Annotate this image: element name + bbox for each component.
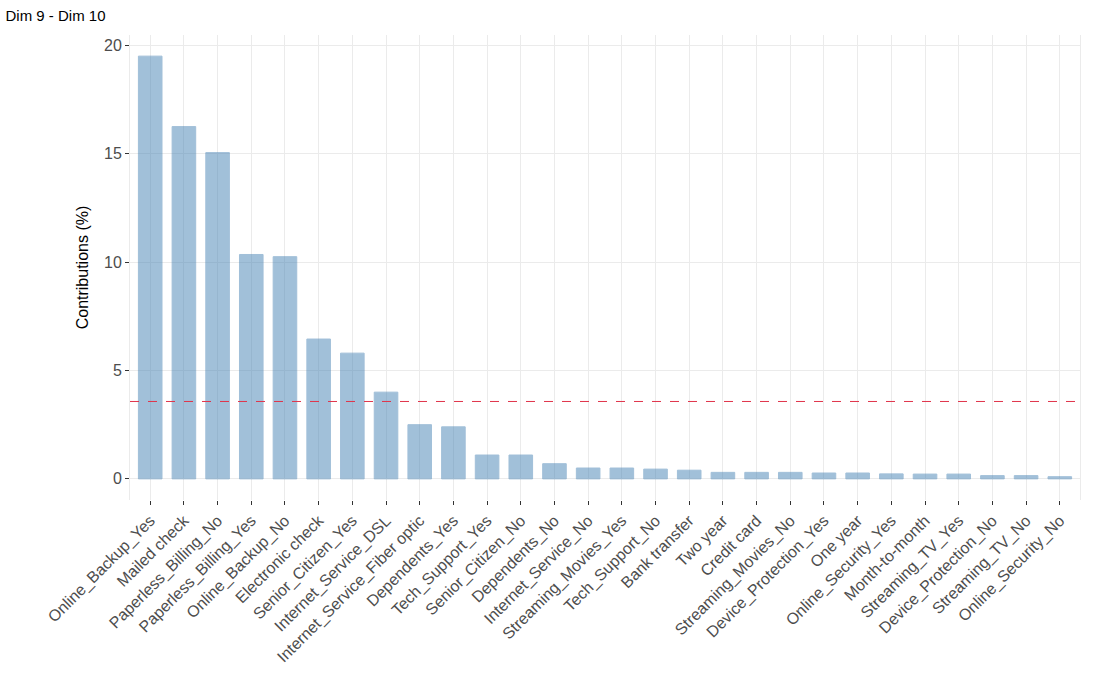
svg-text:Streaming_Movies_Yes: Streaming_Movies_Yes (499, 512, 630, 643)
svg-text:Streaming_TV_No: Streaming_TV_No (929, 512, 1035, 618)
svg-text:Tech_Support_Yes: Tech_Support_Yes (388, 512, 495, 619)
svg-text:Senior_Citizen_No: Senior_Citizen_No (422, 512, 529, 619)
svg-text:Internet_Service_DSL: Internet_Service_DSL (271, 512, 394, 635)
svg-text:Dim 9 - Dim 10: Dim 9 - Dim 10 (6, 7, 106, 24)
svg-text:Device_Protection_Yes: Device_Protection_Yes (703, 512, 832, 641)
svg-text:Paperless_Billing_Yes: Paperless_Billing_Yes (136, 512, 260, 636)
svg-text:One year: One year (807, 511, 866, 570)
svg-text:15: 15 (104, 145, 122, 162)
svg-text:20: 20 (104, 37, 122, 54)
svg-text:Online_Security_No: Online_Security_No (955, 512, 1068, 625)
svg-text:Streaming_Movies_No: Streaming_Movies_No (672, 512, 799, 639)
svg-text:Device_Protection_No: Device_Protection_No (876, 512, 1001, 637)
svg-text:Mailed check: Mailed check (114, 511, 193, 590)
svg-text:Month-to-month: Month-to-month (841, 512, 933, 604)
svg-text:Senior_Citizen_Yes: Senior_Citizen_Yes (250, 512, 361, 623)
svg-text:Online_Backup_No: Online_Backup_No (183, 512, 293, 622)
svg-text:Credit card: Credit card (697, 512, 764, 579)
svg-text:Dependents_Yes: Dependents_Yes (363, 512, 461, 610)
svg-text:Streaming_TV_Yes: Streaming_TV_Yes (857, 512, 967, 622)
svg-text:Online_Security_Yes: Online_Security_Yes (782, 512, 899, 629)
svg-text:Bank transfer: Bank transfer (618, 511, 698, 591)
svg-text:Two year: Two year (673, 511, 731, 569)
svg-text:Internet_Service_Fiber optic: Internet_Service_Fiber optic (274, 512, 428, 666)
svg-text:Dependents_No: Dependents_No (468, 512, 563, 607)
svg-text:Online_Backup_Yes: Online_Backup_Yes (44, 512, 158, 626)
svg-text:Internet_Service_No: Internet_Service_No (481, 512, 597, 628)
svg-text:Contributions (%): Contributions (%) (74, 206, 91, 330)
svg-text:5: 5 (113, 362, 122, 379)
svg-text:10: 10 (104, 254, 122, 271)
svg-text:0: 0 (113, 470, 122, 487)
svg-text:Tech_Support_No: Tech_Support_No (561, 512, 664, 615)
svg-text:Electronic check: Electronic check (232, 511, 327, 606)
svg-text:Paperless_Billing_No: Paperless_Billing_No (106, 512, 226, 632)
